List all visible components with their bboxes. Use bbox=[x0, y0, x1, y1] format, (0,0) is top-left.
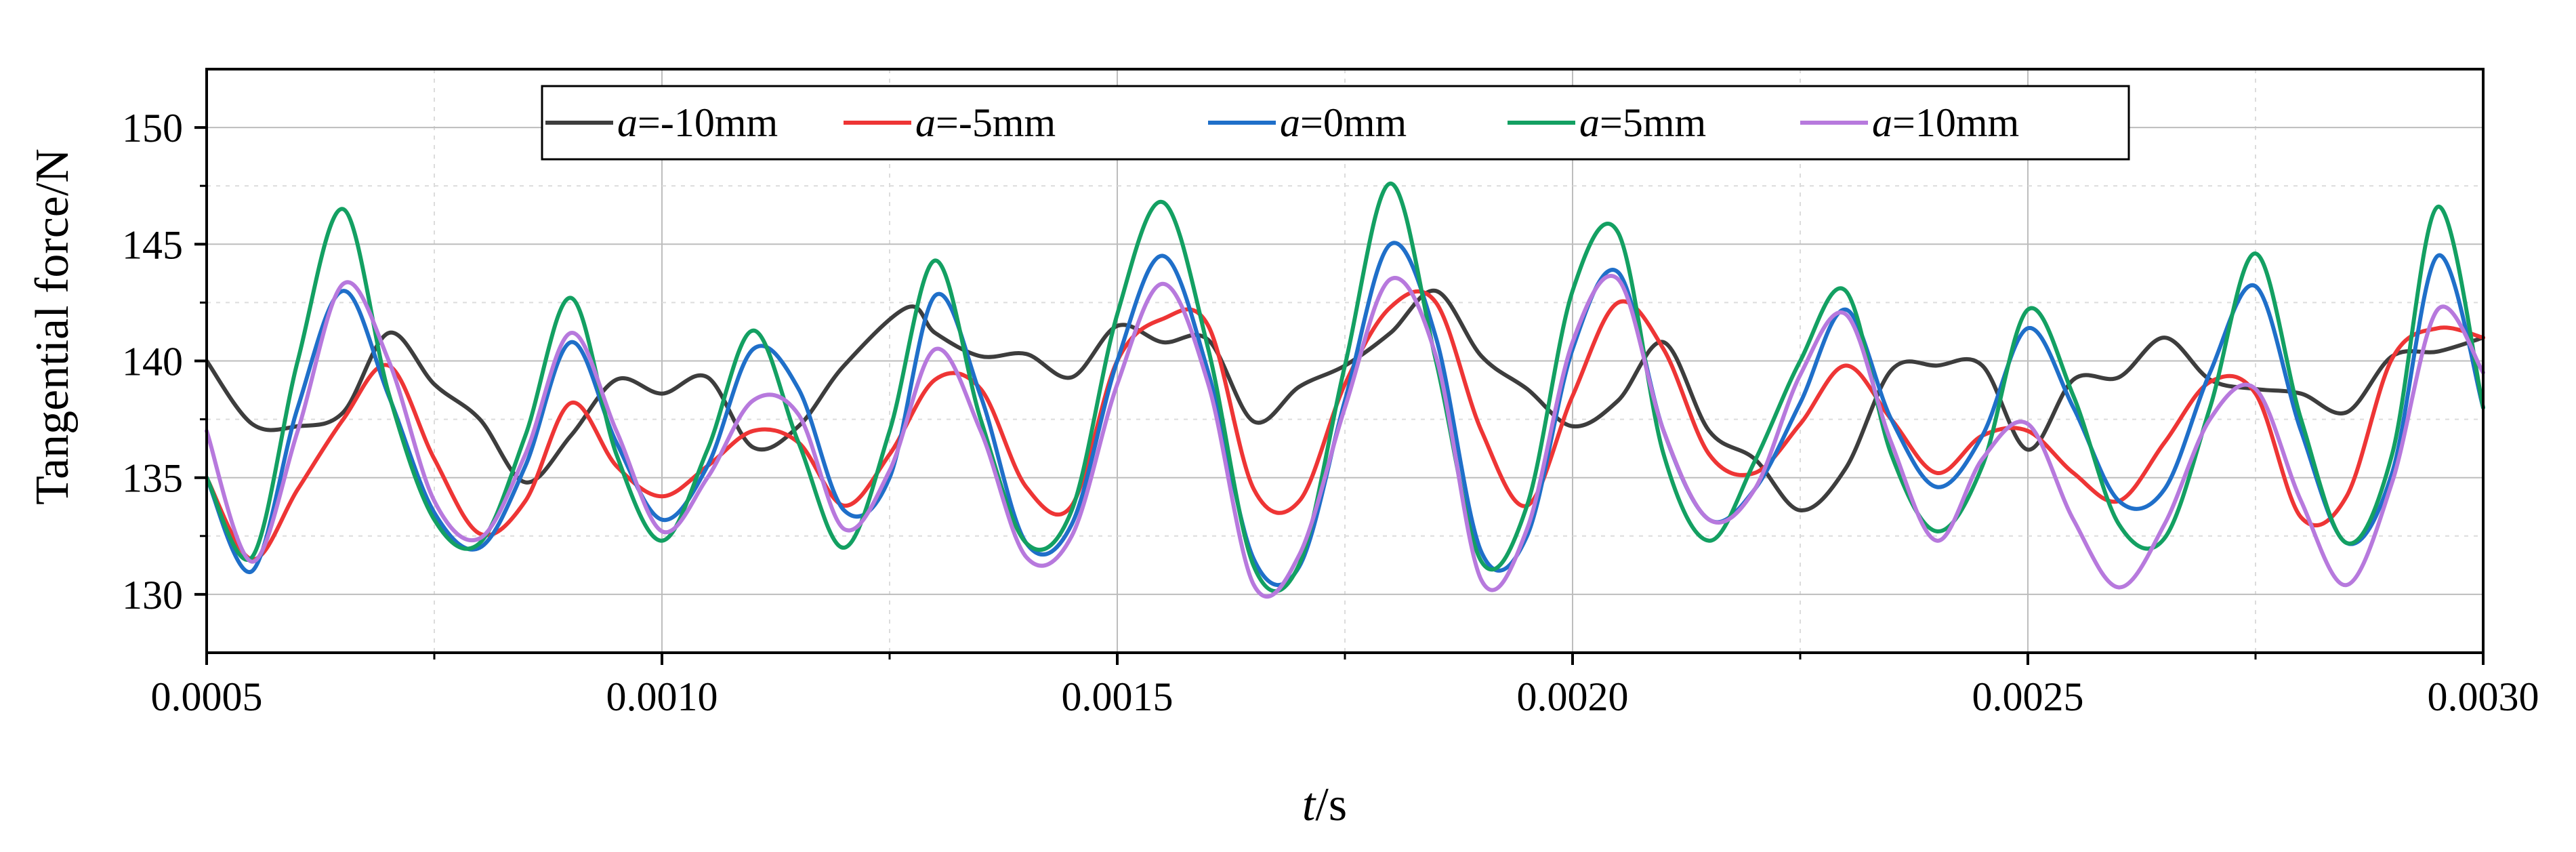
legend-label: a=-5mm bbox=[915, 100, 1056, 145]
legend-label-value: =-10mm bbox=[638, 100, 778, 145]
x-tick-label: 0.0010 bbox=[606, 674, 718, 719]
legend-label-value: =10mm bbox=[1892, 100, 2019, 145]
legend-label-value: =-5mm bbox=[936, 100, 1056, 145]
series-line-a-5mm bbox=[205, 181, 2485, 594]
legend-label-var: a bbox=[1579, 100, 1600, 145]
y-tick-label: 130 bbox=[122, 573, 183, 617]
x-axis-label-unit: /s bbox=[1315, 779, 1347, 831]
y-axis-label: Tangential force/N bbox=[26, 148, 79, 505]
legend-label-var: a bbox=[1872, 100, 1892, 145]
legend-label: a=5mm bbox=[1579, 100, 1706, 145]
series-line-a-10mm bbox=[205, 274, 2485, 599]
legend-label: a=10mm bbox=[1872, 100, 2019, 145]
legend-label-value: =5mm bbox=[1600, 100, 1706, 145]
legend-label: a=0mm bbox=[1280, 100, 1407, 145]
legend-label-value: =0mm bbox=[1300, 100, 1407, 145]
y-tick-label: 150 bbox=[122, 106, 183, 150]
x-tick-label: 0.0020 bbox=[1517, 674, 1629, 719]
legend-label-var: a bbox=[617, 100, 638, 145]
series-line-a-10mm bbox=[205, 288, 2485, 512]
legend-label-var: a bbox=[915, 100, 936, 145]
legend: a=-10mm a=-5mm a=0mm a=5mm a=10mm bbox=[541, 85, 2130, 161]
x-tick-label: 0.0030 bbox=[2428, 674, 2539, 719]
x-tick-label: 0.0005 bbox=[151, 674, 263, 719]
series-lines bbox=[205, 181, 2485, 599]
legend-label-var: a bbox=[1280, 100, 1300, 145]
x-tick-label: 0.0025 bbox=[1972, 674, 2084, 719]
axis-ticks: 0.0005 0.0010 0.0015 0.0020 0.0025 0.0030 130 1… bbox=[122, 106, 2539, 719]
y-tick-label: 140 bbox=[122, 340, 183, 384]
y-tick-label: 145 bbox=[122, 222, 183, 267]
y-tick-label: 135 bbox=[122, 456, 183, 501]
legend-label: a=-10mm bbox=[617, 100, 778, 145]
x-tick-label: 0.0015 bbox=[1062, 674, 1173, 719]
x-axis-label-var: t bbox=[1302, 779, 1316, 831]
x-axis-label: t/s bbox=[1302, 779, 1347, 831]
series-line-a-0mm bbox=[205, 241, 2485, 588]
